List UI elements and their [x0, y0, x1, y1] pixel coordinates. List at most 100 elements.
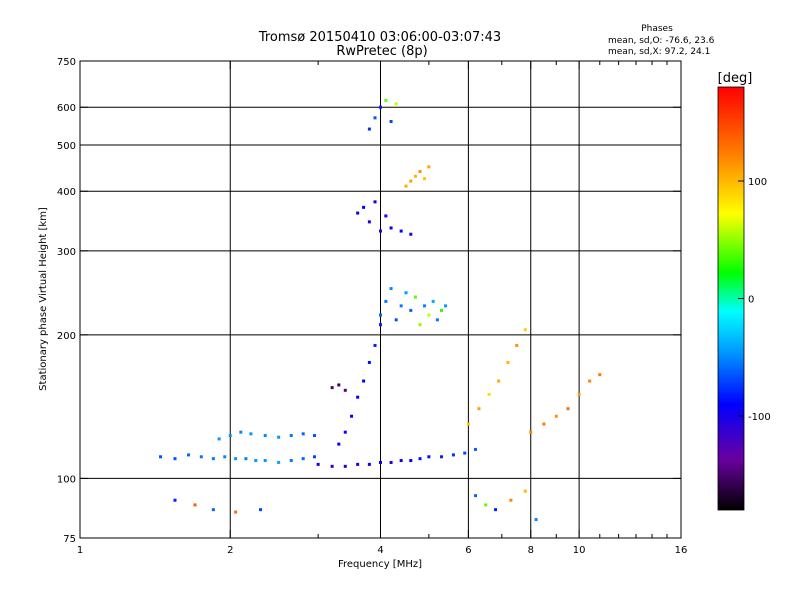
- data-point: [379, 460, 382, 464]
- data-point: [409, 459, 413, 463]
- chart-subtitle: RwPretec (8p): [336, 44, 427, 59]
- x-tick-label: 10: [573, 545, 586, 556]
- data-point: [259, 508, 263, 512]
- data-point: [409, 308, 413, 312]
- data-point: [389, 120, 393, 124]
- data-point: [435, 318, 439, 322]
- data-point: [523, 489, 527, 493]
- x-tick-label: 1: [77, 545, 83, 556]
- data-point: [217, 437, 221, 441]
- data-point: [277, 460, 281, 464]
- data-point: [379, 313, 382, 317]
- data-point: [418, 169, 422, 173]
- data-point: [187, 453, 191, 457]
- data-point: [379, 105, 382, 109]
- data-point: [497, 379, 501, 383]
- data-point: [409, 232, 413, 236]
- data-point: [422, 177, 426, 181]
- data-point: [289, 434, 293, 438]
- data-point: [451, 453, 455, 457]
- data-point: [413, 174, 417, 178]
- colorbar-tick-label: 0: [748, 295, 754, 306]
- data-point: [223, 455, 227, 459]
- y-tick-label: 100: [57, 474, 76, 485]
- data-point: [427, 455, 431, 459]
- chart-title: Tromsø 20150410 03:06:00-03:07:43: [258, 30, 501, 45]
- data-point: [523, 328, 527, 332]
- data-point: [343, 464, 347, 468]
- data-point: [316, 462, 320, 466]
- data-point: [379, 229, 382, 233]
- data-point: [389, 287, 393, 291]
- data-point: [367, 360, 371, 364]
- data-point: [506, 360, 510, 364]
- data-point: [277, 435, 281, 439]
- data-point: [409, 179, 413, 183]
- data-point: [343, 430, 347, 434]
- data-point: [193, 503, 197, 507]
- data-point: [373, 343, 377, 347]
- grid-lines: [80, 61, 681, 538]
- data-point: [356, 395, 360, 399]
- data-point: [367, 220, 371, 224]
- data-point: [477, 407, 481, 411]
- data-point: [399, 459, 403, 463]
- data-point: [427, 165, 431, 169]
- axis-ticks: [79, 60, 682, 539]
- data-point: [367, 462, 371, 466]
- data-point: [542, 422, 546, 426]
- colorbar-tick-label: 100: [748, 177, 767, 188]
- data-point: [394, 102, 398, 106]
- x-tick-label: 4: [377, 545, 383, 556]
- data-point: [554, 414, 558, 418]
- data-point: [244, 457, 248, 461]
- y-tick-label: 750: [57, 57, 76, 68]
- data-point: [211, 508, 215, 512]
- data-point: [301, 457, 305, 461]
- data-point: [487, 392, 491, 396]
- data-point: [234, 510, 238, 514]
- y-tick-label: 600: [57, 103, 76, 114]
- data-point: [440, 308, 444, 312]
- phases-o-stats: mean, sd,O: -76.6, 23.6: [608, 36, 715, 46]
- data-point: [199, 455, 203, 459]
- data-point: [463, 451, 467, 455]
- colorbar-tick-label: -100: [748, 412, 771, 423]
- data-point: [263, 459, 267, 463]
- data-point: [566, 407, 570, 411]
- data-points: [159, 98, 602, 522]
- data-point: [384, 98, 388, 102]
- data-point: [473, 494, 477, 498]
- data-point: [312, 455, 316, 459]
- data-point: [418, 323, 422, 327]
- data-point: [440, 455, 444, 459]
- y-tick-label: 300: [57, 247, 76, 258]
- data-point: [577, 392, 581, 396]
- data-point: [484, 503, 488, 507]
- y-tick-label: 400: [57, 187, 76, 198]
- data-point: [466, 422, 470, 426]
- data-point: [494, 508, 498, 512]
- data-point: [263, 434, 267, 438]
- data-point: [301, 432, 305, 436]
- data-point: [404, 291, 408, 295]
- data-point: [418, 457, 422, 461]
- data-point: [394, 318, 398, 322]
- data-point: [588, 379, 592, 383]
- y-tick-label: 200: [57, 331, 76, 342]
- x-tick-label: 6: [465, 545, 471, 556]
- x-tick-label: 8: [528, 545, 534, 556]
- x-tick-label: 2: [227, 545, 233, 556]
- data-point: [173, 457, 177, 461]
- colorbar-label: [deg]: [718, 71, 753, 86]
- data-point: [473, 447, 477, 451]
- data-point: [330, 386, 334, 390]
- data-point: [389, 460, 393, 464]
- y-axis-label: Stationary phase Virtual Height [km]: [38, 207, 49, 391]
- data-point: [384, 299, 388, 303]
- data-point: [404, 184, 408, 188]
- data-point: [373, 200, 377, 204]
- colorbar-ticks: 100 0 -100: [738, 177, 771, 423]
- data-point: [529, 430, 533, 434]
